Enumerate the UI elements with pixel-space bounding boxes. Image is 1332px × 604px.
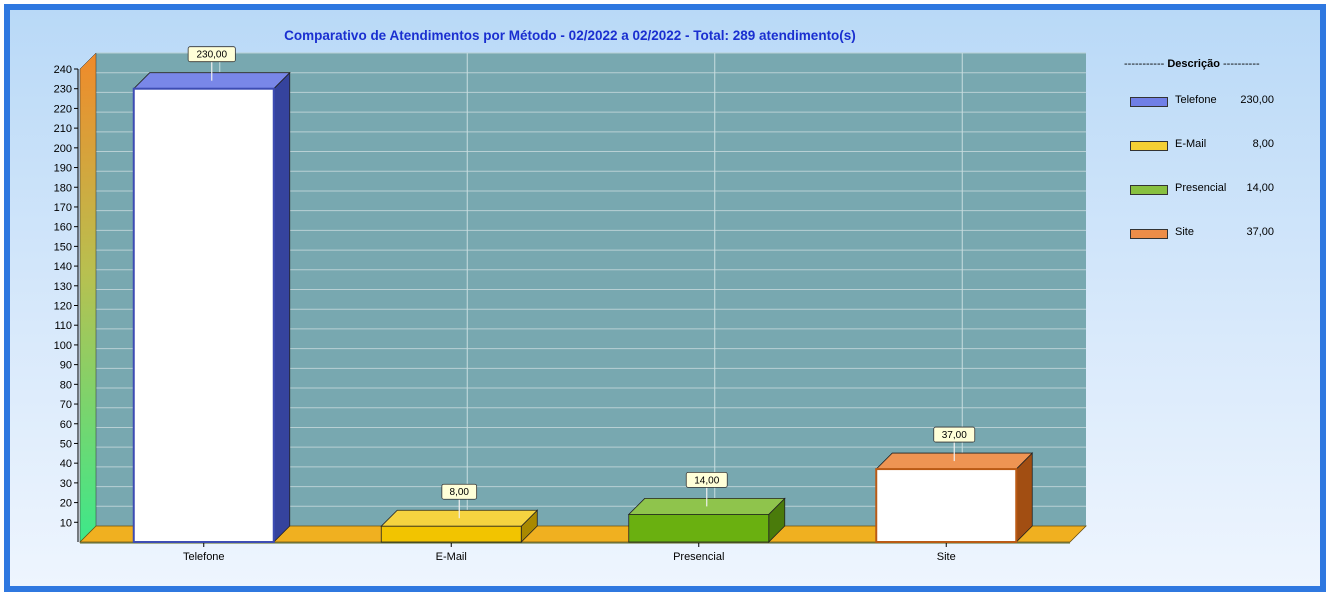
- data-label-box: [933, 426, 976, 443]
- legend-label: E-Mail: [1175, 138, 1207, 150]
- y-tick-label: 150: [54, 241, 72, 253]
- legend-header-prefix: -----------: [1124, 58, 1165, 70]
- y-tick-label: 140: [54, 261, 72, 273]
- y-tick-label: 120: [54, 301, 72, 313]
- legend-value: 37,00: [1246, 226, 1274, 238]
- y-tick-label: 50: [60, 438, 72, 450]
- legend-item-email: E-Mail 8,00: [1124, 138, 1274, 154]
- legend-label: Presencial: [1175, 182, 1227, 194]
- y-tick-label: 100: [54, 340, 72, 352]
- data-label: 230,00: [196, 50, 227, 61]
- legend-item-presencial: Presencial 14,00: [1124, 182, 1274, 198]
- legend-value: 8,00: [1252, 138, 1274, 150]
- legend-value: 230,00: [1240, 94, 1274, 106]
- y-tick-label: 170: [54, 202, 72, 214]
- x-tick-label: E-Mail: [436, 551, 467, 563]
- data-label-box: [187, 46, 236, 63]
- y-tick-label: 40: [60, 458, 72, 470]
- chart-title: Comparativo de Atendimentos por Método -…: [284, 28, 856, 43]
- y-tick-label: 70: [60, 399, 72, 411]
- legend-swatch-telefone: [1130, 97, 1168, 107]
- bar-side: [273, 71, 291, 543]
- legend-swatch-site: [1130, 229, 1168, 239]
- plot-side-wall: [79, 52, 97, 543]
- y-tick-label: 130: [54, 281, 72, 293]
- legend-header: ----------- Descrição ----------: [1124, 58, 1274, 70]
- y-tick-label: 190: [54, 163, 72, 175]
- bar-presencial: [628, 514, 770, 543]
- y-tick-label: 210: [54, 123, 72, 135]
- x-tick-label: Site: [937, 551, 956, 563]
- legend-swatch-presencial: [1130, 185, 1168, 195]
- y-tick-label: 20: [60, 498, 72, 510]
- bar-email: [380, 525, 522, 543]
- y-tick-label: 60: [60, 419, 72, 431]
- y-tick-label: 230: [54, 84, 72, 96]
- data-label-box: [685, 472, 728, 488]
- y-tick-label: 240: [54, 64, 72, 76]
- legend-header-suffix: ----------: [1223, 58, 1260, 70]
- data-label-box: [441, 483, 478, 500]
- x-tick-label: Presencial: [673, 551, 724, 563]
- y-tick-label: 200: [54, 143, 72, 155]
- data-label: 8,00: [450, 487, 470, 498]
- y-tick-label: 180: [54, 182, 72, 194]
- y-tick-label: 90: [60, 360, 72, 372]
- legend-value: 14,00: [1246, 182, 1274, 194]
- y-tick-label: 80: [60, 379, 72, 391]
- data-label: 37,00: [942, 430, 967, 441]
- y-tick-label: 110: [54, 320, 72, 332]
- legend: ----------- Descrição ---------- Telefon…: [1124, 58, 1274, 239]
- x-tick-label: Telefone: [183, 551, 225, 563]
- y-tick-label: 220: [54, 103, 72, 115]
- data-label: 14,00: [694, 475, 719, 486]
- y-tick-label: 30: [60, 478, 72, 490]
- legend-swatch-email: [1130, 141, 1168, 151]
- legend-item-site: Site 37,00: [1124, 226, 1274, 242]
- legend-header-title: Descrição: [1167, 58, 1220, 70]
- y-tick-label: 10: [60, 517, 72, 529]
- bar-site: [875, 468, 1018, 543]
- legend-label: Site: [1175, 226, 1194, 238]
- bar-telefone: [132, 87, 275, 543]
- legend-label: Telefone: [1175, 94, 1217, 106]
- legend-item-telefone: Telefone 230,00: [1124, 94, 1274, 110]
- y-tick-label: 160: [54, 222, 72, 234]
